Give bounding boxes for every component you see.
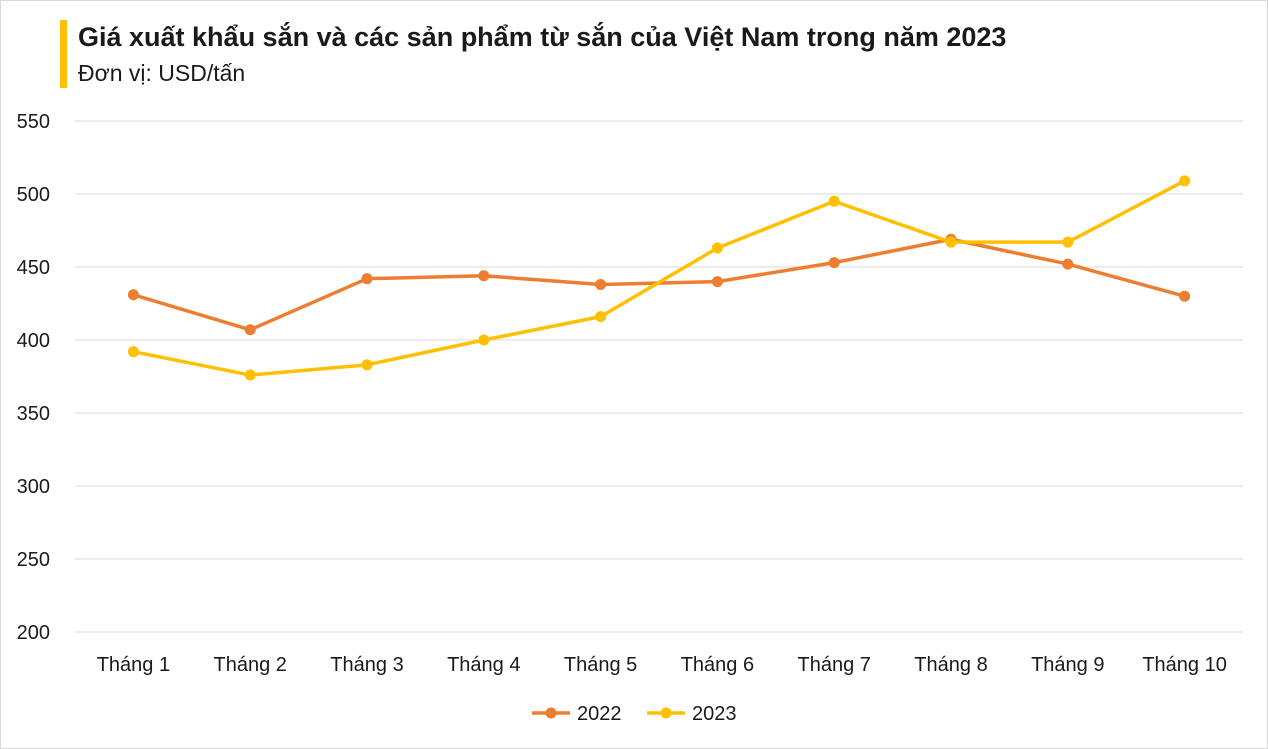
data-point-2022 [127,289,139,301]
data-point-2023 [361,359,373,371]
legend-swatch-marker [545,707,557,719]
data-point-2023 [945,236,957,248]
legend-label: 2022 [577,703,622,725]
data-point-2022 [244,324,256,336]
legend-item-2023: 2023 [647,703,737,725]
y-tick-label: 300 [17,476,50,498]
data-point-2023 [244,369,256,381]
title-accent-bar [60,20,67,88]
y-tick-label: 400 [17,330,50,352]
data-point-2023 [127,346,139,358]
y-tick-label: 200 [17,622,50,644]
y-tick-label: 500 [17,184,50,206]
x-tick-label: Tháng 4 [447,654,520,676]
x-tick-label: Tháng 1 [97,654,170,676]
chart-subtitle: Đơn vị: USD/tấn [78,60,246,86]
x-tick-label: Tháng 7 [798,654,871,676]
series-2022 [127,233,1191,336]
chart-title: Giá xuất khẩu sắn và các sản phẩm từ sắn… [78,22,1007,52]
y-tick-label: 250 [17,549,50,571]
y-tick-label: 550 [17,111,50,133]
data-point-2023 [711,242,723,254]
legend-swatch-marker [660,707,672,719]
x-tick-label: Tháng 3 [330,654,403,676]
data-point-2023 [1062,236,1074,248]
data-point-2022 [478,270,490,282]
series-group [127,175,1191,381]
data-point-2023 [828,195,840,207]
data-point-2023 [595,311,607,323]
data-point-2022 [595,279,607,291]
y-tick-label: 450 [17,257,50,279]
x-tick-label: Tháng 8 [914,654,987,676]
gridlines [75,120,1243,633]
series-2023 [127,175,1191,381]
data-point-2022 [1179,290,1191,302]
data-point-2022 [828,257,840,269]
series-line-2023 [131,179,1187,377]
data-point-2022 [361,273,373,285]
x-tick-label: Tháng 10 [1142,654,1227,676]
x-axis: Tháng 1 Tháng 2 Tháng 3 Tháng 4 Tháng 5 Tháng… [97,654,1227,676]
legend-label: 2023 [692,703,737,725]
x-tick-label: Tháng 9 [1031,654,1104,676]
y-axis: 200 250 300 350 400 450 500 550 [17,111,50,644]
data-point-2023 [478,334,490,346]
series-line-2022 [131,237,1187,332]
x-tick-label: Tháng 5 [564,654,637,676]
legend: 2022 2023 [532,703,737,725]
data-point-2023 [1179,175,1191,187]
x-tick-label: Tháng 6 [681,654,754,676]
x-tick-label: Tháng 2 [214,654,287,676]
legend-item-2022: 2022 [532,703,622,725]
y-tick-label: 350 [17,403,50,425]
data-point-2022 [1062,258,1074,270]
data-point-2022 [711,276,723,288]
